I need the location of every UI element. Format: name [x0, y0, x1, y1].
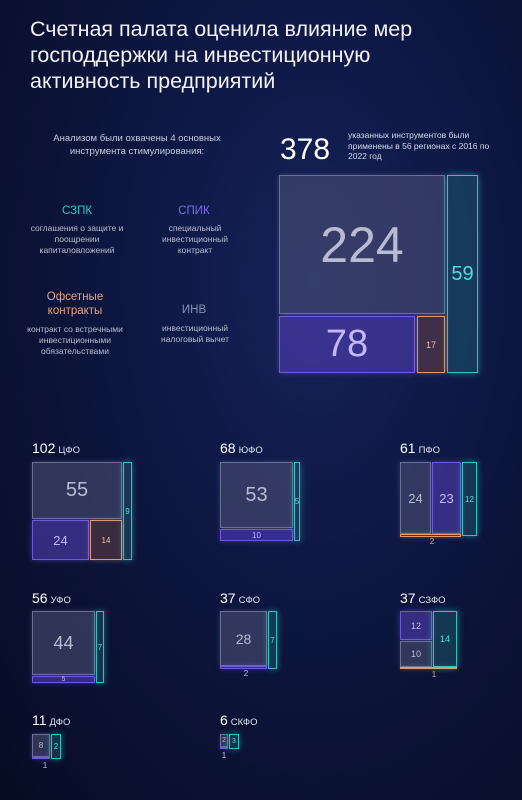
ufo-szpk-block: 7: [96, 611, 104, 683]
yufo-szpk-block: 5: [294, 462, 300, 541]
region-skfo-label: 6 СКФО: [220, 712, 258, 728]
skfo-szpk-block: 3: [229, 734, 239, 749]
instrument-spik-name: СПИК: [178, 205, 210, 217]
region-ufo-label: 56 УФО: [32, 590, 71, 606]
instrument-offset-name: Офсетные контракты: [46, 291, 104, 317]
total-description: указанных инструментов были применены в …: [348, 130, 490, 161]
szfo-offset-block: [400, 667, 457, 669]
main-inv-block: 224: [279, 175, 445, 314]
main-offset-block: 17: [417, 316, 445, 373]
skfo-spik-block: [220, 747, 228, 749]
region-cfo-label: 102 ЦФО: [32, 440, 80, 456]
pfo-offset-block: [400, 534, 461, 537]
pfo-szpk-block: 12: [462, 462, 477, 536]
dfo-spik-value: 1: [42, 761, 48, 770]
instrument-spik-desc: специальный инвестиционный контракт: [161, 223, 229, 255]
ufo-spik-block: 5: [32, 676, 95, 683]
dfo-inv-block: 8: [32, 734, 50, 757]
region-yufo-label: 68 ЮФО: [220, 440, 263, 456]
instrument-inv-name: ИНВ: [181, 304, 207, 316]
region-sfo-label: 37 СФО: [220, 590, 261, 606]
main-spik-block: 78: [279, 316, 415, 373]
total-value: 378: [280, 133, 331, 166]
szfo-spik-block: 12: [400, 611, 432, 640]
skfo-spik-value: 1: [221, 751, 227, 760]
cfo-offset-block: 14: [90, 520, 122, 560]
sfo-szpk-block: 7: [268, 611, 277, 669]
pfo-spik-block: 23: [432, 462, 461, 534]
ufo-inv-block: 44: [32, 611, 95, 675]
main-szpk-block: 59: [447, 175, 478, 373]
dfo-szpk-block: 2: [51, 734, 61, 759]
szfo-szpk-block: 14: [433, 611, 457, 667]
region-dfo-label: 11 ДФО: [32, 712, 71, 728]
dfo-spik-block: [32, 757, 50, 759]
szfo-offset-value: 1: [431, 670, 437, 679]
pfo-offset-value: 2: [429, 537, 435, 546]
instrument-inv-desc: инвестиционный налоговый вычет: [161, 323, 229, 344]
sfo-inv-block: 28: [220, 611, 267, 666]
region-szfo-label: 37 СЗФО: [400, 590, 446, 606]
yufo-inv-block: 53: [220, 462, 293, 528]
cfo-inv-block: 55: [32, 462, 122, 519]
yufo-spik-block: 10: [220, 529, 293, 541]
region-pfo-label: 61 ПФО: [400, 440, 441, 456]
sfo-spik-value: 2: [243, 669, 249, 678]
skfo-inv-block: 2: [220, 734, 228, 747]
cfo-szpk-block: 9: [123, 462, 132, 560]
instrument-szpk-desc: соглашения о защите и поощрении капитало…: [30, 223, 124, 255]
instrument-szpk-name: СЗПК: [61, 205, 93, 217]
intro-text: Анализом были охвачены 4 основных инстру…: [53, 133, 221, 157]
cfo-spik-block: 24: [32, 520, 89, 560]
page-title: Счетная палата оценила влияние мер госпо…: [30, 17, 413, 93]
instrument-offset-desc: контракт со встречными инвестиционными о…: [27, 324, 123, 356]
pfo-inv-block: 24: [400, 462, 431, 534]
szfo-inv-block: 10: [400, 641, 432, 667]
sfo-spik-block: [220, 666, 267, 669]
